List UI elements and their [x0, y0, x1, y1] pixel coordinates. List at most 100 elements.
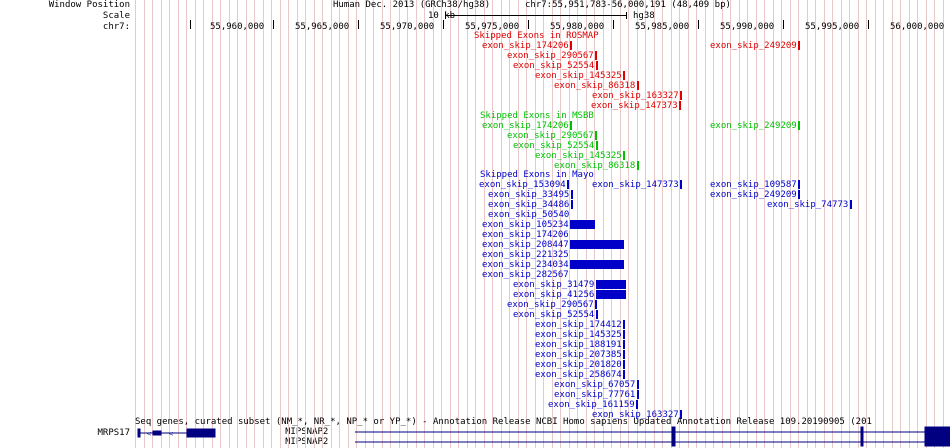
- ruler-tick: [868, 20, 869, 29]
- exon-skip-feature[interactable]: [596, 290, 626, 299]
- exon-skip-feature[interactable]: [637, 81, 639, 90]
- exon-skip-feature[interactable]: [595, 300, 597, 309]
- window-position-label: Window Position: [48, 0, 130, 10]
- exon-skip-item[interactable]: exon_skip_208447: [482, 240, 569, 250]
- exon-skip-feature[interactable]: [571, 200, 573, 209]
- exon-skip-feature[interactable]: [637, 161, 639, 170]
- exon-skip-feature[interactable]: [570, 121, 572, 130]
- exon-skip-item[interactable]: exon_skip_249209: [710, 41, 797, 51]
- exon-skip-item[interactable]: exon_skip_52554: [513, 310, 595, 320]
- exon-skip-feature[interactable]: [571, 190, 573, 199]
- exon-skip-item[interactable]: exon_skip_290567: [507, 131, 594, 141]
- grid-line: [552, 0, 553, 448]
- exon-skip-item[interactable]: exon_skip_145325: [535, 151, 622, 161]
- exon-skip-feature[interactable]: [567, 180, 569, 189]
- exon-skip-feature[interactable]: [595, 51, 597, 60]
- exon-skip-item[interactable]: exon_skip_67057: [554, 380, 636, 390]
- exon-skip-item[interactable]: exon_skip_234034: [482, 260, 569, 270]
- exon-skip-feature[interactable]: [798, 121, 800, 130]
- exon-skip-feature[interactable]: [850, 200, 852, 209]
- exon-skip-item[interactable]: exon_skip_52554: [513, 141, 595, 151]
- exon-skip-feature[interactable]: [596, 61, 598, 70]
- exon-skip-item[interactable]: exon_skip_174412: [535, 320, 622, 330]
- exon-skip-feature[interactable]: [570, 240, 624, 249]
- exon-skip-item[interactable]: exon_skip_109587: [710, 180, 797, 190]
- exon-skip-feature[interactable]: [596, 141, 598, 150]
- exon-skip-item[interactable]: exon_skip_52554: [513, 61, 595, 71]
- exon-skip-feature[interactable]: [623, 370, 625, 379]
- grid-line: [526, 0, 527, 448]
- exon-skip-item[interactable]: exon_skip_86318: [554, 81, 636, 91]
- exon-skip-feature[interactable]: [798, 41, 800, 50]
- exon-skip-item[interactable]: exon_skip_145325: [535, 71, 622, 81]
- exon-skip-feature[interactable]: [798, 190, 800, 199]
- exon-skip-item[interactable]: exon_skip_105234: [482, 220, 569, 230]
- exon-skip-item[interactable]: exon_skip_174206: [482, 121, 569, 131]
- gene-label-mrps17[interactable]: MRPS17: [97, 428, 130, 438]
- ruler-label: 55,970,000: [380, 22, 435, 32]
- grid-line: [730, 0, 731, 448]
- exon-skip-item[interactable]: exon_skip_201820: [535, 360, 622, 370]
- ruler-label: 55,995,000: [805, 22, 860, 32]
- exon-skip-item[interactable]: exon_skip_153094: [479, 180, 566, 190]
- exon-skip-feature[interactable]: [596, 280, 626, 289]
- grid-line: [620, 0, 621, 448]
- gene-label-nipsnap2-a[interactable]: NIPSNAP2: [285, 427, 329, 437]
- exon-skip-feature[interactable]: [595, 131, 597, 140]
- exon-skip-feature[interactable]: [680, 180, 682, 189]
- exon-skip-feature[interactable]: [623, 320, 625, 329]
- exon-skip-item[interactable]: exon_skip_290567: [507, 51, 594, 61]
- exon-skip-item[interactable]: exon_skip_282567: [482, 270, 569, 280]
- exon-skip-item[interactable]: exon_skip_174206: [482, 230, 569, 240]
- exon-skip-feature[interactable]: [623, 340, 625, 349]
- exon-skip-feature[interactable]: [623, 330, 625, 339]
- exon-skip-item[interactable]: exon_skip_163327: [592, 410, 679, 420]
- exon-skip-item[interactable]: exon_skip_50540: [488, 210, 570, 220]
- exon-skip-item[interactable]: exon_skip_163327: [592, 91, 679, 101]
- exon-skip-item[interactable]: exon_skip_221325: [482, 250, 569, 260]
- exon-skip-feature[interactable]: [623, 350, 625, 359]
- exon-skip-feature[interactable]: [680, 91, 682, 100]
- exon-skip-feature[interactable]: [623, 151, 625, 160]
- exon-skip-feature[interactable]: [596, 310, 598, 319]
- exon-skip-item[interactable]: exon_skip_249209: [710, 190, 797, 200]
- exon-skip-item[interactable]: exon_skip_207385: [535, 350, 622, 360]
- gene-label-nipsnap2-b[interactable]: NIPSNAP2: [285, 437, 329, 447]
- exon-skip-item[interactable]: exon_skip_258674: [535, 370, 622, 380]
- refseq-gene-models[interactable]: < <: [135, 426, 950, 448]
- exon-skip-item[interactable]: exon_skip_41256: [513, 290, 595, 300]
- exon-skip-feature[interactable]: [570, 41, 572, 50]
- grid-line: [246, 0, 247, 448]
- exon-skip-feature[interactable]: [798, 180, 800, 189]
- exon-skip-item[interactable]: exon_skip_33495: [488, 190, 570, 200]
- exon-skip-item[interactable]: exon_skip_290567: [507, 300, 594, 310]
- exon-skip-item[interactable]: exon_skip_188191: [535, 340, 622, 350]
- refseq-track-title: Seq genes, curated subset (NM_*, NR_*, N…: [135, 417, 872, 427]
- exon-skip-item[interactable]: exon_skip_34486: [488, 200, 570, 210]
- exon-skip-feature[interactable]: [570, 220, 595, 229]
- exon-skip-item[interactable]: exon_skip_31479: [513, 280, 595, 290]
- exon-skip-feature[interactable]: [636, 400, 638, 409]
- exon-skip-item[interactable]: exon_skip_147373: [592, 180, 679, 190]
- exon-skip-item[interactable]: exon_skip_147373: [591, 101, 678, 111]
- exon-skip-item[interactable]: exon_skip_77761: [554, 390, 636, 400]
- exon-skip-feature[interactable]: [680, 410, 682, 419]
- exon-skip-feature[interactable]: [679, 101, 681, 110]
- grid-line: [790, 0, 791, 448]
- track-area[interactable]: [135, 0, 950, 448]
- exon-skip-feature[interactable]: [623, 71, 625, 80]
- grid-line: [501, 0, 502, 448]
- exon-skip-feature[interactable]: [637, 390, 639, 399]
- exon-skip-item[interactable]: exon_skip_86318: [554, 161, 636, 171]
- ruler-label: 55,985,000: [635, 22, 690, 32]
- exon-skip-feature[interactable]: [570, 260, 624, 269]
- exon-skip-item[interactable]: exon_skip_74773: [767, 200, 849, 210]
- exon-skip-item[interactable]: exon_skip_145325: [535, 330, 622, 340]
- exon-skip-item[interactable]: exon_skip_174206: [482, 41, 569, 51]
- exon-skip-feature[interactable]: [623, 360, 625, 369]
- exon-skip-item[interactable]: exon_skip_161159: [548, 400, 635, 410]
- grid-line: [926, 0, 927, 448]
- exon-skip-feature[interactable]: [637, 380, 639, 389]
- exon-skip-item[interactable]: exon_skip_249209: [710, 121, 797, 131]
- msbb-track-title: Skipped Exons in MSBB: [480, 111, 594, 121]
